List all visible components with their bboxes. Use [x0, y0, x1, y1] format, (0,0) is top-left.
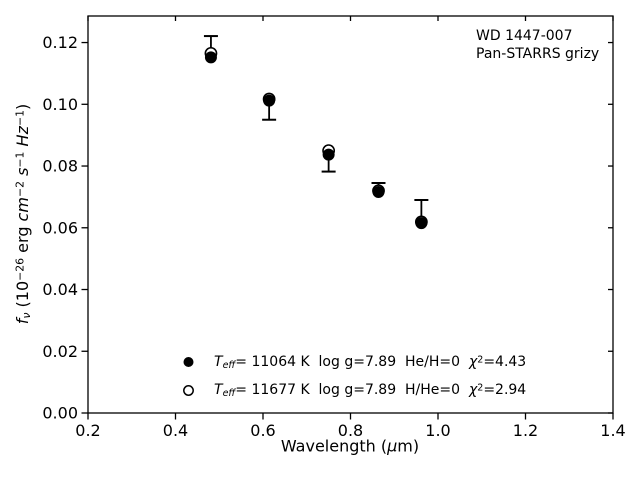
filled-model-marker	[322, 148, 335, 161]
x-tick-label: 0.2	[75, 421, 100, 440]
rich-text-segment: −1	[13, 151, 27, 168]
rich-text-segment: s	[12, 167, 32, 176]
rich-text-segment: = 11677 K log g=7.89 H/He=0	[235, 382, 469, 398]
rich-text-segment: eff	[222, 360, 236, 372]
rich-text-segment: f	[12, 318, 32, 325]
x-tick-label: 0.8	[338, 421, 363, 440]
rich-text-segment: T	[214, 354, 223, 370]
filled-model-marker	[204, 51, 217, 64]
rich-text-segment: ν	[20, 312, 34, 319]
rich-text-segment: −1	[13, 109, 27, 127]
y-tick-label: 0.08	[42, 157, 78, 176]
rich-text-segment: χ	[468, 354, 478, 370]
legend-marker-filled-circle	[183, 357, 194, 367]
rich-text-segment	[13, 176, 32, 181]
annotation-object-name: WD 1447-007	[476, 28, 573, 44]
x-tick-label: 1.2	[513, 421, 538, 440]
x-tick-label: 1.0	[425, 421, 450, 440]
y-tick-label: 0.00	[42, 404, 78, 423]
rich-text-segment: )	[12, 103, 32, 110]
y-tick-label: 0.04	[42, 280, 78, 299]
filled-model-marker	[415, 217, 428, 230]
x-axis-label: Wavelength (μm)	[281, 437, 419, 456]
rich-text-segment: χ	[468, 382, 478, 398]
filled-model-marker	[372, 185, 385, 198]
rich-text-segment: Wavelength (	[280, 436, 388, 456]
rich-text-segment: =2.94	[483, 382, 527, 398]
rich-text-segment: eff	[222, 388, 236, 400]
rich-text-segment: T	[214, 382, 223, 398]
y-tick-label: 0.10	[42, 95, 78, 114]
rich-text-segment: 2	[477, 354, 484, 366]
y-axis-label: fν (10−26 erg cm−2 s−1 Hz−1)	[13, 104, 33, 325]
legend-marker-open-circle	[183, 385, 194, 396]
annotation-survey-name: Pan-STARRS grizy	[476, 46, 600, 62]
rich-text-segment: (10	[12, 280, 32, 313]
legend-entry-filled-label: Teff= 11064 K log g=7.89 He/H=0 χ2=4.43	[214, 354, 526, 371]
rich-text-segment: μ	[387, 436, 398, 456]
y-tick-label: 0.06	[42, 218, 78, 237]
rich-text-segment: erg	[12, 221, 32, 258]
rich-text-segment: −2	[13, 181, 27, 198]
x-tick-label: 1.4	[600, 421, 625, 440]
legend-entry-open-label: Teff= 11677 K log g=7.89 H/He=0 χ2=2.94	[214, 382, 526, 399]
filled-model-marker	[263, 94, 276, 107]
x-tick-label: 0.4	[163, 421, 188, 440]
rich-text-segment	[13, 146, 32, 151]
rich-text-segment: Hz	[12, 126, 32, 147]
rich-text-segment: m)	[397, 436, 420, 456]
annotation-block: WD 1447-007 Pan-STARRS grizy	[476, 27, 599, 63]
y-tick-label: 0.12	[42, 33, 78, 52]
rich-text-segment: =4.43	[483, 354, 527, 370]
y-tick-label: 0.02	[42, 342, 78, 361]
rich-text-segment: = 11064 K log g=7.89 He/H=0	[235, 354, 469, 370]
x-tick-label: 0.6	[250, 421, 275, 440]
rich-text-segment: cm	[12, 197, 32, 222]
rich-text-segment: 2	[477, 382, 484, 394]
rich-text-segment: −26	[13, 257, 27, 281]
